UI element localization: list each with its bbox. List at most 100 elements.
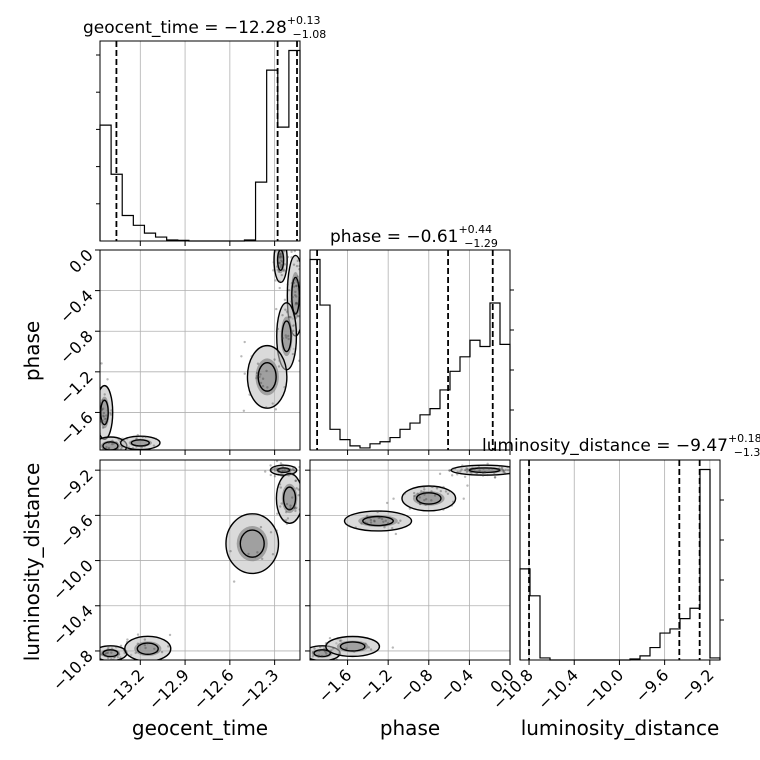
sample-point: [380, 517, 384, 521]
sample-point: [378, 516, 382, 519]
sample-point: [444, 490, 448, 493]
sample-point: [279, 265, 283, 268]
sample-point: [294, 311, 298, 315]
sample-point: [286, 469, 289, 473]
sample-point: [283, 468, 286, 472]
sample-point: [450, 474, 454, 477]
sample-point: [483, 470, 486, 474]
sample-point: [110, 647, 114, 650]
panel-background: [310, 250, 510, 450]
sample-point: [279, 467, 282, 470]
sample-point: [259, 373, 262, 376]
sample-point: [106, 648, 109, 651]
sample-point: [369, 518, 373, 522]
sample-point: [462, 497, 465, 500]
sample-point: [279, 259, 283, 262]
sample-point: [278, 469, 281, 472]
sample-point: [281, 463, 284, 467]
sample-point: [506, 465, 509, 469]
density-contour: [276, 250, 285, 272]
sample-point: [291, 352, 295, 356]
sample-point: [424, 503, 427, 506]
ylabel-phase: phase: [20, 321, 44, 381]
sample-point: [109, 413, 113, 416]
sample-point: [280, 263, 283, 267]
sample-point: [493, 471, 496, 475]
sample-point: [101, 407, 105, 410]
sample-point: [423, 488, 426, 491]
sample-point: [293, 250, 296, 253]
sample-point: [141, 435, 144, 439]
sample-point: [271, 402, 274, 405]
sample-point: [103, 393, 106, 396]
sample-point: [273, 469, 277, 472]
sample-point: [277, 270, 280, 273]
sample-point: [265, 406, 268, 409]
density-contour: [276, 467, 291, 474]
sample-point: [284, 334, 287, 337]
sample-point: [325, 642, 329, 645]
sample-point: [446, 492, 450, 495]
sample-point: [461, 464, 464, 467]
sample-point: [293, 469, 296, 472]
panel-border: [99, 459, 301, 661]
sample-point: [385, 501, 389, 505]
sample-point: [448, 469, 451, 472]
sample-point: [296, 302, 300, 305]
sample-point: [287, 315, 291, 319]
sample-point: [106, 378, 109, 381]
sample-point: [280, 273, 283, 277]
sample-point: [113, 655, 116, 659]
sample-point: [273, 358, 276, 361]
density-contour: [450, 464, 510, 476]
sample-point: [423, 498, 426, 502]
density-contour: [257, 361, 277, 392]
sample-point: [100, 420, 103, 423]
sample-point: [287, 334, 290, 338]
sample-point: [283, 250, 286, 253]
sample-point: [399, 519, 402, 522]
density-contour: [282, 486, 297, 511]
sample-point: [292, 263, 296, 266]
panel-border: [99, 249, 301, 451]
sample-point: [103, 417, 107, 421]
sample-point: [274, 250, 277, 253]
sample-point: [278, 261, 281, 265]
sample-point: [266, 386, 269, 389]
density-contour: [136, 642, 159, 656]
density-contour: [273, 250, 288, 284]
sample-point: [291, 472, 294, 475]
title-geocent-time: geocent_time = −12.28+0.13 −1.08: [83, 14, 326, 41]
sample-point: [140, 446, 143, 449]
sample-point: [283, 385, 286, 389]
sample-point: [105, 414, 108, 417]
sample-point: [460, 468, 463, 471]
sample-point: [285, 502, 289, 506]
sample-point: [466, 484, 469, 487]
sample-point: [269, 531, 273, 534]
sample-point: [466, 468, 469, 471]
sample-point: [119, 447, 122, 450]
sample-point: [295, 264, 299, 268]
density-contour: [415, 492, 442, 505]
sample-point: [102, 415, 106, 418]
sample-point: [131, 446, 135, 450]
sample-point: [493, 475, 497, 479]
sample-point: [103, 654, 107, 657]
sample-point: [373, 519, 376, 522]
sample-point: [107, 447, 110, 450]
sample-point: [134, 438, 138, 441]
sample-point: [435, 487, 439, 490]
sample-point: [291, 468, 294, 472]
sample-point: [368, 516, 371, 520]
sample-point: [290, 300, 293, 303]
sample-point: [493, 476, 497, 479]
sample-point: [292, 329, 295, 333]
sample-point: [259, 381, 263, 385]
sample-point: [282, 268, 286, 271]
sample-point: [119, 656, 122, 659]
sample-point: [293, 294, 297, 297]
sample-point: [423, 493, 426, 496]
density-contour: [468, 467, 501, 474]
panel-background: [100, 41, 300, 241]
